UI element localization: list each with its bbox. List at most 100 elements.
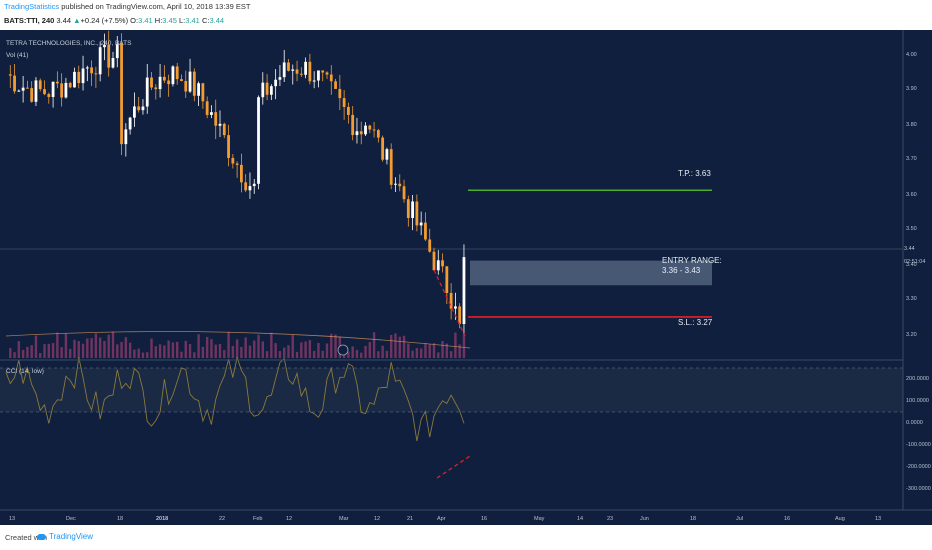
volume-bar [441,340,444,358]
price-tick: 3.70 [906,156,917,162]
volume-bar [283,347,286,358]
candle-body [338,88,342,99]
candle-body [415,201,419,226]
volume-bar [390,335,393,358]
volume-bar [381,345,384,358]
candle-body [85,67,89,69]
volume-bar [432,343,436,358]
volume-bar [51,343,55,358]
volume-bar [197,334,200,358]
volume-bar [107,334,110,358]
time-tick: 13 [875,516,882,522]
candle-body [73,71,76,88]
time-tick: 21 [407,516,414,522]
open-label: O: [130,16,139,25]
candle-body [205,101,209,115]
candle-body [197,83,200,96]
volume-bar [424,343,427,358]
volume-bar [240,346,243,358]
tradingview-logo[interactable]: TradingView [37,532,93,541]
chart-canvas[interactable] [0,30,932,525]
volume-bar [364,345,367,358]
cloud-icon [37,533,46,540]
volume-bar [300,342,303,358]
candle-body [188,71,192,92]
footer: Created with TradingView [0,525,932,550]
candle-body [51,81,55,97]
stop-loss-label: S.L.: 3.27 [678,318,713,327]
candle-body [282,62,286,78]
candle-body [299,73,303,75]
high-label: H: [154,16,163,25]
candle-body [227,135,230,158]
candle-body [115,43,119,59]
price-tick: 3.90 [906,86,917,92]
publish-line: TradingStatistics published on TradingVi… [4,2,250,11]
price-tick: 3.50 [906,226,917,232]
volume-bar [419,348,423,358]
axes [0,30,932,511]
price-tick: 3.80 [906,122,917,128]
volume-bar [98,337,102,358]
volume-bar [278,351,282,358]
volume-bar [210,339,213,358]
cci-tick: 0.0000 [906,420,923,426]
candle-body [150,77,153,88]
volume-bar [141,352,145,358]
candle-body [317,70,320,81]
volume-bar [330,333,333,358]
candle-body [60,83,64,98]
cci-band [0,368,903,412]
volume-bar [244,337,247,358]
volume-bar [458,344,461,358]
candle-body [406,199,410,218]
candle-body [30,88,34,102]
candle-body [240,164,243,183]
candle-body [64,82,68,98]
candle-body [394,183,397,185]
volume-bar [223,350,226,358]
candle-body [8,74,12,76]
volume-bar [454,332,457,358]
candle-body [158,76,162,90]
volume-legend: Vol (41) [6,52,29,59]
candle-body [210,112,213,115]
candle-body [368,125,372,130]
volume-bar [81,343,85,358]
volume-bar [317,342,320,358]
volume-bar [385,350,389,358]
last-price-label: 3.44 [904,246,915,252]
cci-tick: -200.0000 [906,464,931,470]
candle-body [329,74,333,82]
volume-bar [342,352,346,358]
candle-body [111,58,115,68]
cci-line [5,355,465,442]
candle-body [278,77,282,80]
low-label: L: [178,16,186,25]
candle-body [248,186,252,191]
cci-legend: CCI (14, low) [6,368,44,375]
volume-bar [120,341,123,358]
open-value: 3.41 [138,16,153,25]
brand-name: TradingView [49,532,94,541]
candle-body [133,106,136,118]
volume-bar [270,332,273,358]
volume-bar [214,344,217,358]
candle-body [180,79,183,82]
volume-bar [351,346,354,358]
author-link[interactable]: TradingStatistics [4,2,60,11]
ohlc-line: BATS:TTI, 240 3.44 ▲+0.24 (+7.5%) O:3.41… [4,16,224,25]
candle-body [274,79,278,87]
candle-body [445,266,449,293]
candle-body [26,87,29,89]
entry-range-box [470,260,712,286]
chart-area[interactable]: TETRA TECHNOLOGIES, INC., 240, BATS Vol … [0,30,932,525]
volume-bar [449,351,453,358]
close-label: C: [201,16,210,25]
candle-body [359,131,363,135]
time-tick: 16 [784,516,791,522]
volume-bar [394,333,397,358]
volume-bar [231,345,235,358]
close-value: 3.44 [209,16,225,25]
volume-bar [180,351,183,358]
